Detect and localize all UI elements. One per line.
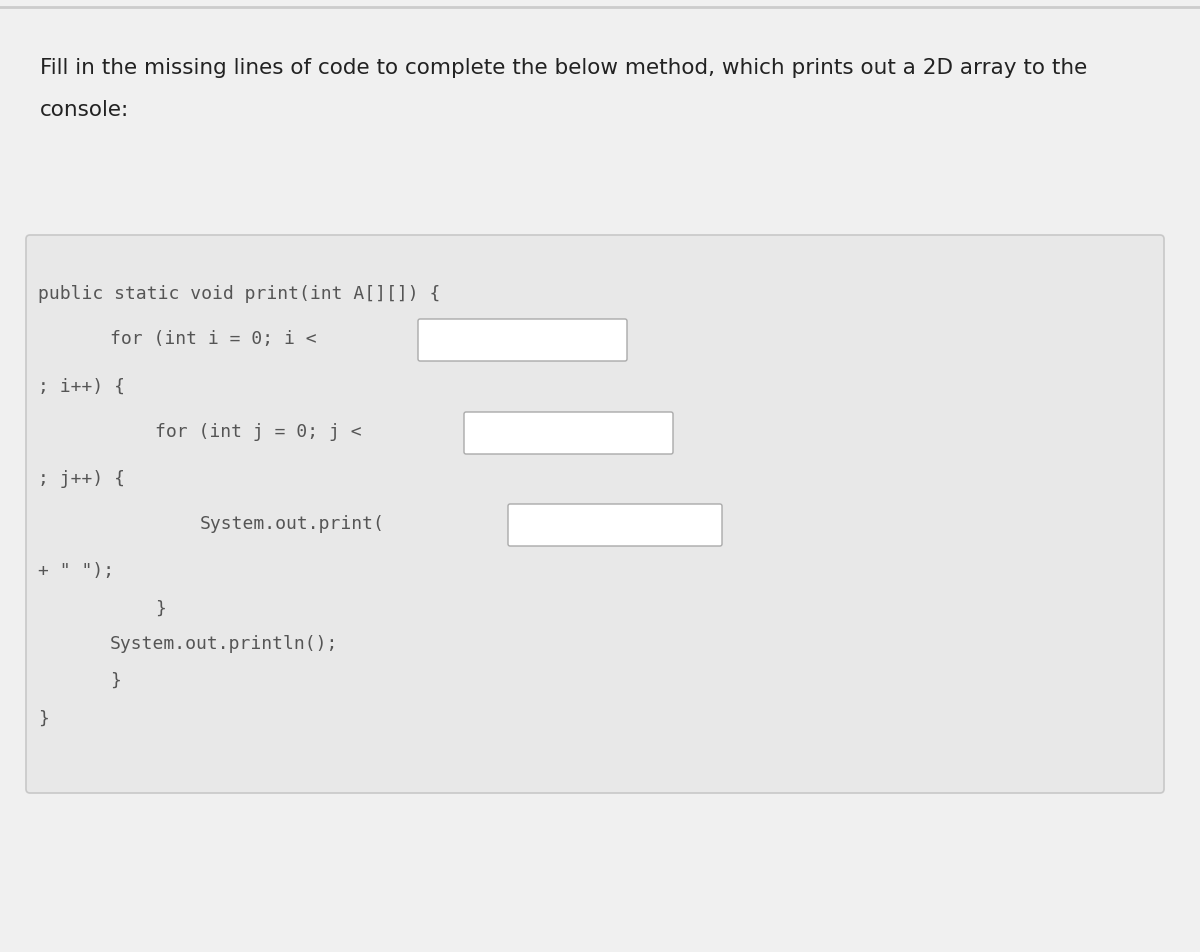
Text: Fill in the missing lines of code to complete the below method, which prints out: Fill in the missing lines of code to com… — [40, 58, 1087, 78]
Text: console:: console: — [40, 100, 130, 120]
Text: System.out.print(: System.out.print( — [200, 514, 385, 532]
Text: + " ");: + " "); — [38, 562, 114, 580]
Text: System.out.println();: System.out.println(); — [110, 634, 338, 652]
FancyBboxPatch shape — [26, 236, 1164, 793]
FancyBboxPatch shape — [464, 412, 673, 454]
Text: ; i++) {: ; i++) { — [38, 378, 125, 396]
Text: }: } — [38, 709, 49, 727]
FancyBboxPatch shape — [418, 320, 628, 362]
Text: ; j++) {: ; j++) { — [38, 469, 125, 487]
Text: for (int i = 0; i <: for (int i = 0; i < — [110, 329, 317, 347]
FancyBboxPatch shape — [508, 505, 722, 546]
Text: for (int j = 0; j <: for (int j = 0; j < — [155, 423, 361, 441]
Text: public static void print(int A[][]) {: public static void print(int A[][]) { — [38, 285, 440, 303]
Text: }: } — [155, 600, 166, 617]
Text: }: } — [110, 671, 121, 689]
